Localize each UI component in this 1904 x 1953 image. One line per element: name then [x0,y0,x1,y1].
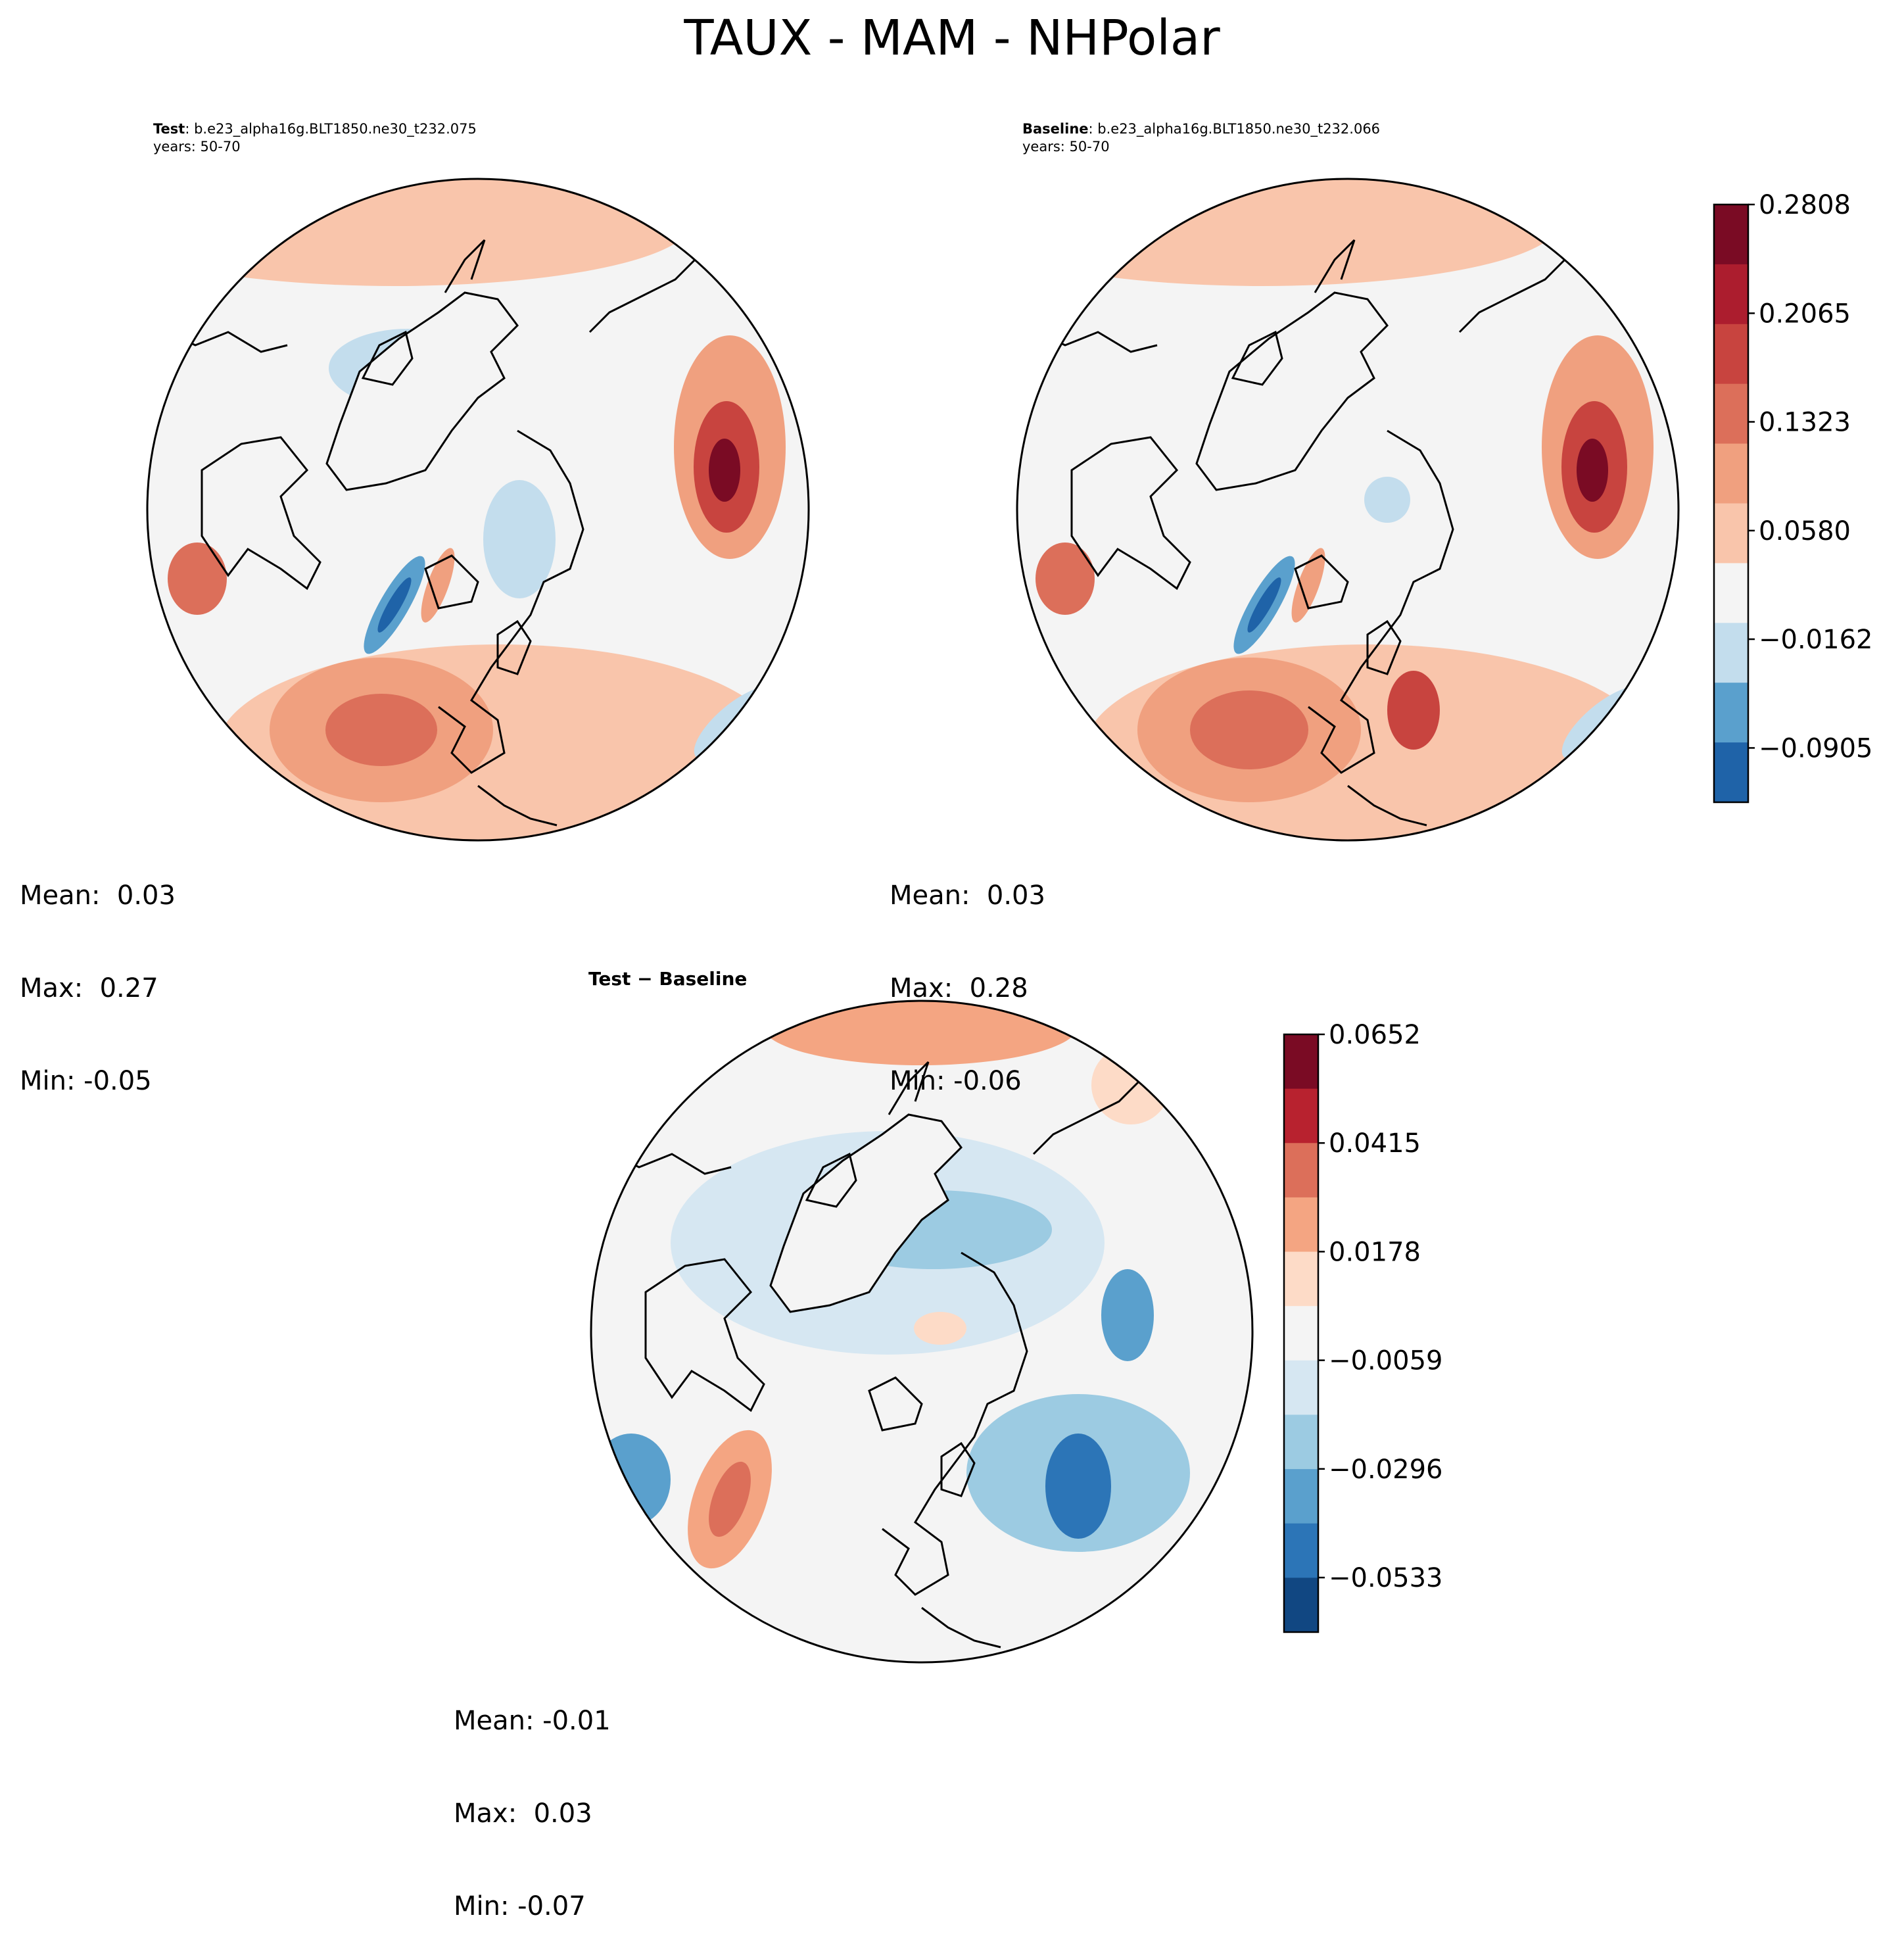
colorbar-2-swatch [1284,1088,1318,1144]
baseline-contour-north-band [1017,179,1558,286]
difference-panel-title: Test − Baseline [588,968,748,990]
difference-stat-max: Max: 0.03 [454,1798,592,1829]
colorbar-2-swatch [1284,1143,1318,1198]
colorbar-2-swatch [1284,1197,1318,1253]
colorbar-1-tick-label: 0.2808 [1759,190,1851,220]
colorbar-1-tick-label: −0.0162 [1759,625,1872,655]
test-contour-west-cell [168,542,227,615]
figure-canvas: 0.2808 0.2065 0.1323 0.0580 −0.0162 −0.0905 0… [146,178,1872,1664]
baseline-stat-max: Max: 0.28 [890,973,1028,1003]
baseline-contour-greenland-pos [1291,548,1325,623]
baseline-title-label: Baseline [1022,121,1089,137]
difference-contour-pacific-core [709,1461,751,1537]
colorbar-1-tick-label: 0.2065 [1759,299,1851,329]
colorbar-2-swatch [1284,1251,1318,1307]
test-contour-pacific-core [325,694,437,766]
colorbar-1-tick-label: 0.0580 [1759,516,1851,546]
baseline-contour-pacific-core [1190,690,1308,769]
colorbar-1-swatch [1714,742,1748,803]
baseline-contour-central-neg [1364,477,1410,523]
test-contour-central-neg [483,480,556,598]
baseline-contour-west-cell [1035,542,1095,615]
colorbar-1-swatch [1714,324,1748,385]
difference-contour-center-pos [914,1312,966,1345]
test-years: years: 50-70 [153,139,241,155]
colorbar-1-swatch [1714,205,1748,265]
colorbar-1-swatch [1714,683,1748,743]
baseline-panel-title: Baseline: b.e23_alpha16g.BLT1850.ne30_t2… [1022,120,1380,157]
baseline-stat-min: Min: -0.06 [890,1066,1022,1096]
colorbar-2-swatch [1284,1523,1318,1578]
test-stat-min: Min: -0.05 [20,1066,152,1096]
colorbar-1-tick-label: −0.0905 [1759,733,1872,763]
colorbar-2-swatch [1284,1306,1318,1361]
difference-map-boundary [590,1000,1254,1664]
difference-contour-ne-pos [1091,1046,1170,1124]
baseline-contour-atlantic-jet-max [1577,439,1608,502]
difference-contour-atlantic-neg [1101,1269,1154,1361]
baseline-contour-greenland-min [1247,577,1281,633]
colorbar-difference: 0.0652 0.0415 0.0178 −0.0059 −0.0296 −0.0533 [1283,1020,1442,1633]
test-map-boundary [146,178,810,842]
baseline-years: years: 50-70 [1022,139,1110,155]
colorbar-2-swatch [1284,1578,1318,1633]
difference-stats: Mean: -0.01 Max: 0.03 Min: -0.07 [454,1644,611,1953]
colorbar-1-swatch [1714,383,1748,445]
test-case-name: : b.e23_alpha16g.BLT1850.ne30_t232.075 [185,121,477,137]
colorbar-1-tick-label: 0.1323 [1759,408,1851,438]
colorbar-2-swatch [1284,1469,1318,1524]
colorbar-1-swatch [1714,443,1748,504]
test-contour-north-band [147,179,690,286]
colorbar-2-tick-label: 0.0415 [1329,1128,1421,1159]
colorbar-1-swatch [1714,623,1748,683]
difference-stat-mean: Mean: -0.01 [454,1706,611,1736]
difference-contour-europe-min [1045,1434,1111,1539]
colorbar-test-baseline: 0.2808 0.2065 0.1323 0.0580 −0.0162 −0.0905 [1713,190,1872,804]
colorbar-1-swatch [1714,563,1748,623]
test-contour-greenland-min [377,577,412,633]
figure-title: TAUX - MAM - NHPolar [684,10,1220,66]
test-stats: Mean: 0.03 Max: 0.27 Min: -0.05 [20,819,176,1128]
test-contour-atlantic-jet-max [709,439,740,502]
colorbar-1-swatch [1714,503,1748,564]
colorbar-2-frame [1283,1033,1320,1633]
baseline-stat-mean: Mean: 0.03 [890,880,1045,911]
test-map [146,178,810,842]
colorbar-2-tick-label: −0.0296 [1329,1455,1442,1485]
colorbar-2-swatch [1284,1034,1318,1090]
difference-stat-min: Min: -0.07 [454,1891,586,1921]
test-stat-mean: Mean: 0.03 [20,880,176,911]
colorbar-2-swatch [1284,1360,1318,1415]
baseline-map [1016,178,1680,842]
test-title-label: Test [153,121,185,137]
test-contour-greenland-pos [421,548,455,623]
colorbar-2-tick-label: −0.0533 [1329,1563,1442,1593]
colorbar-2-tick-label: −0.0059 [1329,1346,1442,1376]
difference-map [590,1000,1254,1664]
baseline-case-name: : b.e23_alpha16g.BLT1850.ne30_t232.066 [1088,121,1381,137]
baseline-contour-europe-pos [1387,671,1440,750]
colorbar-2-tick-label: 0.0178 [1329,1237,1421,1267]
colorbar-1-frame [1713,203,1749,804]
baseline-map-boundary [1016,178,1680,842]
baseline-stats: Mean: 0.03 Max: 0.28 Min: -0.06 [890,819,1045,1128]
colorbar-2-swatch [1284,1414,1318,1470]
colorbar-2-tick-label: 0.0652 [1329,1020,1421,1050]
difference-contour-west-neg [592,1434,671,1526]
test-panel-title: Test: b.e23_alpha16g.BLT1850.ne30_t232.0… [153,120,477,157]
colorbar-1-swatch [1714,264,1748,325]
test-stat-max: Max: 0.27 [20,973,158,1003]
